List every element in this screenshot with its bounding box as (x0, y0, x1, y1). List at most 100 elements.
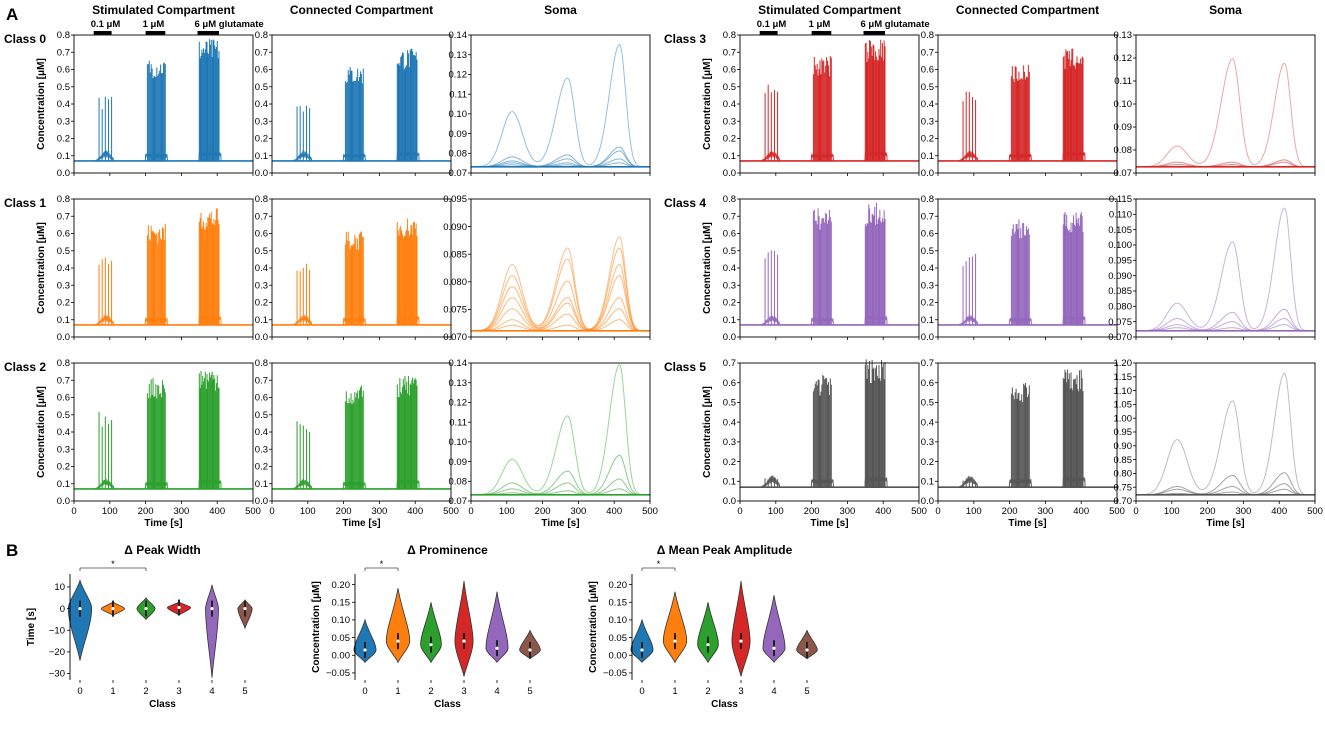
axes-frame (739, 362, 920, 502)
x-tick-label: 500 (245, 506, 261, 517)
violin (67, 579, 93, 661)
y-tick-label: 0.3 (921, 280, 934, 291)
x-tick-label: 200 (804, 506, 820, 517)
y-tick-label: 0.2 (921, 134, 934, 145)
column-title: Connected Compartment (956, 3, 1099, 17)
x-tick-label: 500 (911, 506, 927, 517)
violin-median (210, 607, 214, 611)
y-tick-label: 10 (54, 582, 65, 593)
y-axis-label: Concentration [μM] (36, 58, 47, 150)
y-axis-label: Concentration [μM] (702, 222, 713, 314)
y-tick-label: 0.6 (57, 393, 70, 404)
y-tick-label: 0.4 (723, 417, 736, 428)
stimulus-label: 6 μM glutamate (861, 19, 930, 30)
y-tick-label: 0.15 (332, 597, 351, 608)
y-tick-label: 0.6 (255, 393, 268, 404)
y-tick-label: 0.6 (723, 229, 736, 240)
y-tick-label: 0.4 (57, 427, 70, 438)
y-tick-label: 0.6 (921, 378, 934, 389)
y-tick-label: 0.0 (723, 168, 736, 179)
stimulus-label: 6 μM glutamate (195, 19, 264, 30)
y-tick-label: 0.2 (57, 134, 70, 145)
x-tick-label: 200 (336, 506, 352, 517)
panel-b-letter: B (6, 541, 18, 560)
y-tick-label: 0.5 (255, 410, 268, 421)
y-tick-label: 1.05 (1114, 400, 1133, 411)
x-tick-label: 0 (468, 506, 473, 517)
violin-median (363, 648, 367, 652)
y-tick-label: 0.1 (723, 315, 736, 326)
y-tick-label: 0.2 (921, 298, 934, 309)
y-tick-label: 0.3 (255, 280, 268, 291)
y-tick-label: 0.0 (255, 332, 268, 343)
y-tick-label: 0.095 (1108, 256, 1132, 267)
y-tick-label: 0.5 (723, 398, 736, 409)
y-tick-label: 0.6 (921, 229, 934, 240)
violin-title: Δ Prominence (407, 543, 488, 557)
trace-panel: 0.0 0.1 0.2 0.3 0.4 0.5 0.6 0.7 0.8 (255, 194, 452, 343)
y-tick-label: 0.11 (449, 89, 467, 100)
y-tick-label: 0.4 (255, 263, 268, 274)
y-tick-label: 0.085 (443, 249, 467, 260)
y-tick-label: −10 (49, 625, 65, 636)
axes-frame (937, 362, 1118, 502)
violin-median (495, 646, 499, 650)
y-tick-label: 0.080 (1108, 302, 1132, 313)
x-axis-label: Time [s] (810, 518, 848, 529)
y-tick-label: 0.115 (1109, 194, 1132, 205)
column-title: Soma (1209, 3, 1242, 17)
violin-median (78, 607, 82, 611)
soma-trace (471, 297, 650, 332)
significance-marker: * (657, 559, 661, 570)
y-tick-label: 0.3 (57, 280, 70, 291)
y-tick-label: 0.10 (609, 615, 628, 626)
x-tick-label: 2 (705, 686, 710, 697)
violin-chart: Δ Peak Width 0 1 2 3 4 5 −30 −20 −10 0 10 * Class Time… (26, 543, 253, 710)
violin-median (243, 607, 247, 611)
y-tick-label: 0.2 (921, 457, 934, 468)
y-tick-label: 0.105 (1108, 225, 1132, 236)
violin-title: Δ Peak Width (124, 543, 201, 557)
soma-trace (1136, 159, 1315, 168)
stimulus-label: 1 μM (143, 19, 165, 30)
soma-trace (471, 319, 650, 332)
y-tick-label: 0.1 (255, 315, 268, 326)
x-tick-label: 300 (173, 506, 189, 517)
x-tick-label: 4 (209, 686, 214, 697)
y-tick-label: 0.1 (723, 476, 736, 487)
x-tick-label: 5 (527, 686, 532, 697)
soma-trace (1136, 207, 1315, 332)
x-tick-label: 2 (428, 686, 433, 697)
y-tick-label: 0.12 (449, 398, 468, 409)
stimulus-label: 0.1 μM (91, 19, 121, 30)
y-tick-label: 0.2 (723, 298, 736, 309)
y-tick-label: 0.4 (723, 263, 736, 274)
x-tick-label: 500 (642, 506, 658, 517)
axes-frame (470, 362, 651, 502)
violin (385, 588, 411, 664)
violin-chart: Δ Prominence 0 1 2 3 4 5 −0.05 0.00 0.05 0.10 0.15 0… (311, 543, 541, 710)
violin (731, 581, 751, 677)
x-tick-label: 200 (138, 506, 154, 517)
x-tick-label: 100 (768, 506, 784, 517)
y-tick-label: 0.080 (443, 277, 467, 288)
y-tick-label: 0.7 (723, 358, 736, 369)
y-tick-label: 0.6 (255, 229, 268, 240)
y-tick-label: 0.8 (255, 358, 268, 369)
trace-panel: 0.070 0.075 0.080 0.085 0.090 0.095 0.100 0.105… (1108, 194, 1316, 343)
x-tick-label: 400 (209, 506, 225, 517)
x-axis-label: Time [s] (342, 518, 380, 529)
y-tick-label: 0.0 (921, 496, 934, 507)
column-title: Stimulated Compartment (758, 3, 901, 17)
y-tick-label: −30 (49, 669, 65, 680)
y-tick-label: 0.4 (57, 263, 70, 274)
y-tick-label: 0.3 (57, 444, 70, 455)
y-tick-label: 0.6 (723, 65, 736, 76)
soma-trace (471, 162, 650, 168)
x-tick-label: 400 (1073, 506, 1089, 517)
y-tick-label: 0.7 (723, 211, 736, 222)
y-tick-label: 0.14 (449, 30, 468, 41)
y-tick-label: 0.09 (1114, 122, 1133, 133)
x-tick-label: 0 (639, 686, 644, 697)
